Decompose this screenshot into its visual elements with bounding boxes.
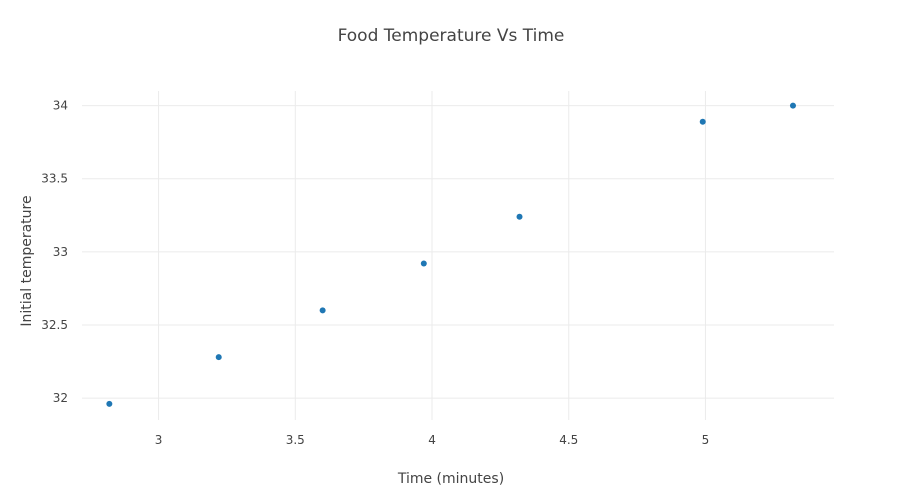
data-point[interactable]: [516, 213, 523, 220]
data-point[interactable]: [319, 307, 326, 314]
data-point[interactable]: [699, 118, 706, 125]
x-tick-label: 3: [155, 433, 163, 447]
data-point[interactable]: [420, 260, 427, 267]
y-tick-label: 34: [53, 99, 68, 113]
y-tick-label: 33.5: [41, 172, 68, 186]
chart-title: Food Temperature Vs Time: [338, 26, 565, 46]
x-tick-label: 5: [702, 433, 710, 447]
data-point[interactable]: [215, 354, 222, 361]
x-tick-label: 4: [428, 433, 436, 447]
y-axis-label: Initial temperature: [19, 195, 35, 326]
y-tick-label: 32: [53, 391, 68, 405]
x-tick-label: 4.5: [559, 433, 578, 447]
gridlines: [82, 91, 834, 420]
x-axis-label: Time (minutes): [397, 471, 504, 487]
data-points: [106, 102, 796, 407]
data-point[interactable]: [106, 400, 113, 407]
x-tick-label: 3.5: [286, 433, 305, 447]
y-tick-label: 32.5: [41, 318, 68, 332]
y-tick-label: 33: [53, 245, 68, 259]
data-point[interactable]: [789, 102, 796, 109]
